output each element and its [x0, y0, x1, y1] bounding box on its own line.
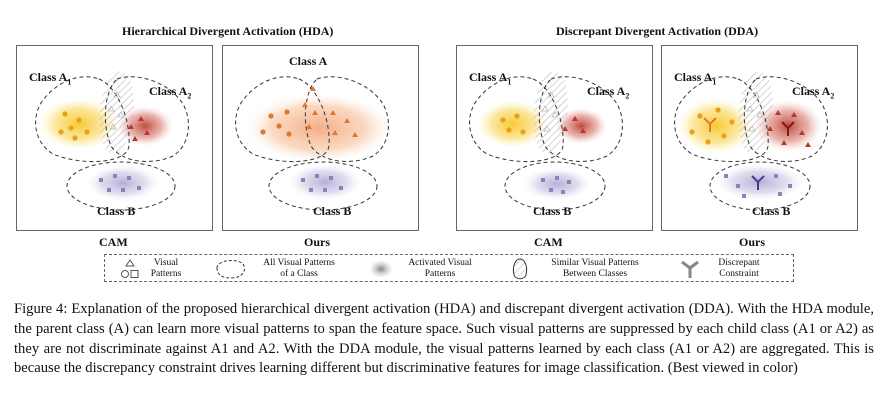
yellow-activation [39, 98, 119, 150]
class-a2-region [304, 76, 389, 162]
class-a1-region [674, 76, 769, 163]
label-class-a2: Class A2 [792, 84, 835, 101]
label-class-a: Class A [289, 54, 328, 68]
label-class-b: Class B [313, 204, 352, 218]
purple-squares [724, 174, 792, 198]
class-b-region [66, 161, 176, 211]
label-class-b: Class B [97, 204, 136, 218]
panel-dda-cam: Class A1 Class A2 Class B [456, 45, 653, 231]
discrepant-constraint-icon [681, 260, 699, 278]
orange-activation [247, 94, 391, 162]
yellow-points [58, 111, 90, 141]
figure-caption: Figure 4: Explanation of the proposed hi… [14, 301, 874, 377]
label-class-a2: Class A2 [149, 84, 192, 101]
class-b-region [709, 161, 811, 211]
legend-visual-patterns: Visual Patterns [150, 258, 182, 279]
caption-ours-1: Ours [304, 235, 331, 249]
legend-similar: Similar Visual Patterns Between Classes [551, 258, 639, 279]
yellow-points [500, 113, 526, 135]
orange-constraint-icon [703, 117, 717, 132]
yellow-points [689, 107, 735, 145]
class-a2-region [743, 76, 828, 162]
legend: Visual Patterns All Visual Patterns of a… [104, 254, 794, 282]
legend-all-patterns: All Visual Patterns of a Class [263, 258, 335, 279]
grey-triangles [107, 91, 125, 130]
dda-title: Discrepant Divergent Activation (DDA) [556, 24, 759, 38]
class-a2-region [538, 76, 623, 162]
activated-icon [369, 260, 393, 278]
panel-dda-ours: Class A1 Class A2 Class B [661, 45, 858, 231]
purple-constraint-icon [751, 175, 765, 190]
class-a1-region [35, 76, 130, 163]
class-a2-region [104, 76, 189, 162]
caption-ours-2: Ours [739, 235, 766, 249]
all-patterns-icon [216, 260, 245, 279]
overlap-hatch [738, 71, 773, 153]
red-triangles [128, 116, 150, 141]
purple-squares [541, 176, 571, 194]
yellow-activation [678, 98, 754, 154]
class-a1-region [469, 76, 564, 163]
label-class-a1: Class A1 [29, 70, 72, 87]
grey-triangles [746, 91, 764, 132]
legend-constraint: Discrepant Constraint [718, 258, 760, 279]
purple-squares [301, 174, 343, 192]
label-class-b: Class B [533, 204, 572, 218]
class-b-region [504, 161, 606, 211]
dda-cam-diagram [469, 71, 623, 211]
orange-points [260, 86, 358, 137]
class-b-region [268, 161, 378, 211]
class-a1-region [235, 76, 330, 163]
similar-patterns-icon [512, 258, 528, 280]
panel-hda-cam: Class A1 Class A2 Class B [16, 45, 213, 231]
purple-activation [87, 165, 159, 201]
red-activation [555, 108, 607, 144]
dda-ours-diagram [674, 71, 828, 211]
yellow-activation [477, 100, 549, 148]
red-constraint-icon [781, 121, 795, 136]
visual-patterns-icon [121, 259, 139, 278]
overlap-hatch [99, 71, 134, 153]
label-class-a2: Class A2 [587, 84, 630, 101]
label-class-b: Class B [752, 204, 791, 218]
grey-triangles [541, 91, 559, 132]
purple-activation [289, 164, 361, 200]
overlap-hatch [533, 71, 568, 153]
hda-ours-diagram [235, 76, 391, 211]
purple-activation [716, 164, 804, 200]
legend-activated: Activated Visual Patterns [408, 258, 472, 279]
label-class-a1: Class A1 [674, 70, 717, 87]
caption-cam-2: CAM [534, 235, 563, 249]
label-class-a1: Class A1 [469, 70, 512, 87]
purple-activation [523, 168, 591, 200]
red-triangles [562, 116, 586, 133]
hda-cam-diagram [35, 71, 189, 211]
hda-title: Hierarchical Divergent Activation (HDA) [122, 24, 334, 38]
panel-hda-ours: Class A Class B [222, 45, 419, 231]
purple-squares [99, 174, 141, 192]
caption-cam-1: CAM [99, 235, 128, 249]
red-triangles [767, 110, 811, 147]
